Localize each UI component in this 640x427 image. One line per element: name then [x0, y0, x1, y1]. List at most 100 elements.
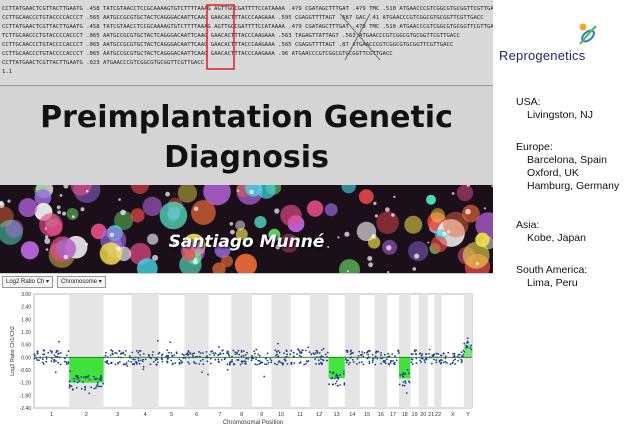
- probe-point: [368, 360, 371, 363]
- probe-point: [68, 384, 71, 386]
- probe-point: [123, 363, 126, 366]
- probe-point: [142, 358, 145, 361]
- probe-point: [99, 375, 102, 377]
- probe-point: [65, 363, 68, 366]
- y-tick-label: -1.20: [20, 381, 32, 387]
- probe-point: [395, 359, 398, 362]
- probe-point: [438, 359, 441, 362]
- probe-point: [191, 355, 194, 357]
- fluorescent-spot: [109, 232, 115, 237]
- probe-point: [336, 376, 338, 379]
- fluorescent-spot: [84, 242, 89, 246]
- probe-point: [60, 352, 62, 354]
- probe-point: [435, 352, 438, 355]
- slide-title: Preimplantation Genetic Diagnosis: [40, 100, 453, 175]
- cell-nucleus: [212, 262, 226, 273]
- fluorescent-spot: [194, 206, 199, 211]
- probe-point: [75, 375, 77, 378]
- city-label: Hamburg, Germany: [527, 180, 620, 192]
- probe-point: [345, 361, 348, 364]
- probe-point: [217, 358, 220, 361]
- probe-point: [462, 353, 465, 356]
- cell-nucleus: [257, 185, 276, 199]
- probe-point: [347, 363, 350, 366]
- probe-point: [202, 352, 204, 354]
- probe-point: [35, 357, 38, 360]
- cell-nucleus: [214, 242, 231, 258]
- fluorescent-spot: [346, 270, 349, 273]
- probe-point: [245, 357, 248, 360]
- probe-point: [211, 350, 214, 352]
- probe-point: [125, 363, 127, 366]
- fluorescent-spot: [193, 259, 198, 265]
- probe-point: [130, 361, 133, 363]
- cell-nucleus: [324, 203, 338, 217]
- probe-point: [131, 351, 134, 354]
- probe-point: [356, 357, 359, 360]
- probe-point: [419, 359, 421, 362]
- probe-point: [115, 352, 118, 355]
- probe-point: [95, 387, 97, 389]
- probe-point: [201, 358, 204, 361]
- region-label: USA:: [516, 96, 541, 108]
- x-tick-label: 19: [412, 412, 418, 418]
- probe-point: [318, 362, 321, 365]
- probe-point: [50, 352, 53, 354]
- probe-point: [444, 357, 447, 360]
- probe-point: [181, 361, 184, 363]
- probe-point: [431, 362, 433, 365]
- cell-nucleus: [254, 216, 267, 229]
- x-tick-label: 17: [390, 412, 396, 418]
- probe-point: [405, 392, 408, 394]
- probe-point: [470, 344, 473, 347]
- probe-point: [250, 359, 253, 362]
- probe-point: [283, 358, 286, 360]
- probe-point: [229, 361, 231, 364]
- probe-point: [82, 376, 85, 378]
- probe-point: [68, 386, 71, 389]
- probe-point: [457, 359, 459, 362]
- probe-point: [388, 355, 391, 358]
- probe-point: [214, 352, 217, 354]
- probe-point: [226, 363, 229, 366]
- probe-point: [76, 377, 79, 380]
- probe-point: [65, 361, 68, 364]
- fluorescent-spot: [245, 239, 249, 242]
- probe-point: [253, 350, 256, 353]
- probe-point: [34, 354, 36, 357]
- fluorescent-spot: [116, 246, 121, 251]
- cell-nucleus: [462, 204, 480, 223]
- probe-point: [343, 373, 345, 375]
- loss-segment: [69, 357, 104, 383]
- fluorescent-spot: [327, 246, 330, 248]
- probe-point: [57, 361, 60, 364]
- probe-point: [114, 363, 117, 366]
- probe-point: [415, 362, 418, 365]
- probe-point: [144, 358, 147, 361]
- city-label: Barcelona, Spain: [527, 154, 607, 166]
- probe-point: [110, 349, 113, 352]
- probe-point: [298, 354, 301, 357]
- chromosome-dropdown[interactable]: Chromosome ▾: [57, 276, 106, 288]
- probe-point: [453, 354, 456, 357]
- probe-point: [232, 349, 235, 352]
- company-logo-text: Reprogenetics: [499, 48, 586, 63]
- probe-point: [278, 351, 281, 354]
- probe-point: [367, 353, 369, 356]
- probe-point: [441, 359, 443, 361]
- probe-point: [324, 353, 327, 356]
- probe-point: [297, 348, 299, 351]
- probe-point: [362, 363, 365, 366]
- metric-dropdown[interactable]: Log2 Ratio Ch ▾: [2, 276, 54, 288]
- probe-point: [242, 350, 245, 352]
- probe-point: [57, 353, 59, 355]
- probe-point: [374, 363, 377, 366]
- probe-point: [257, 359, 260, 362]
- probe-point: [317, 359, 320, 362]
- probe-point: [64, 357, 66, 360]
- probe-point: [314, 358, 316, 360]
- probe-point: [240, 351, 243, 353]
- probe-point: [241, 362, 244, 364]
- chromosome-band: [344, 294, 360, 408]
- cell-nucleus: [404, 215, 423, 234]
